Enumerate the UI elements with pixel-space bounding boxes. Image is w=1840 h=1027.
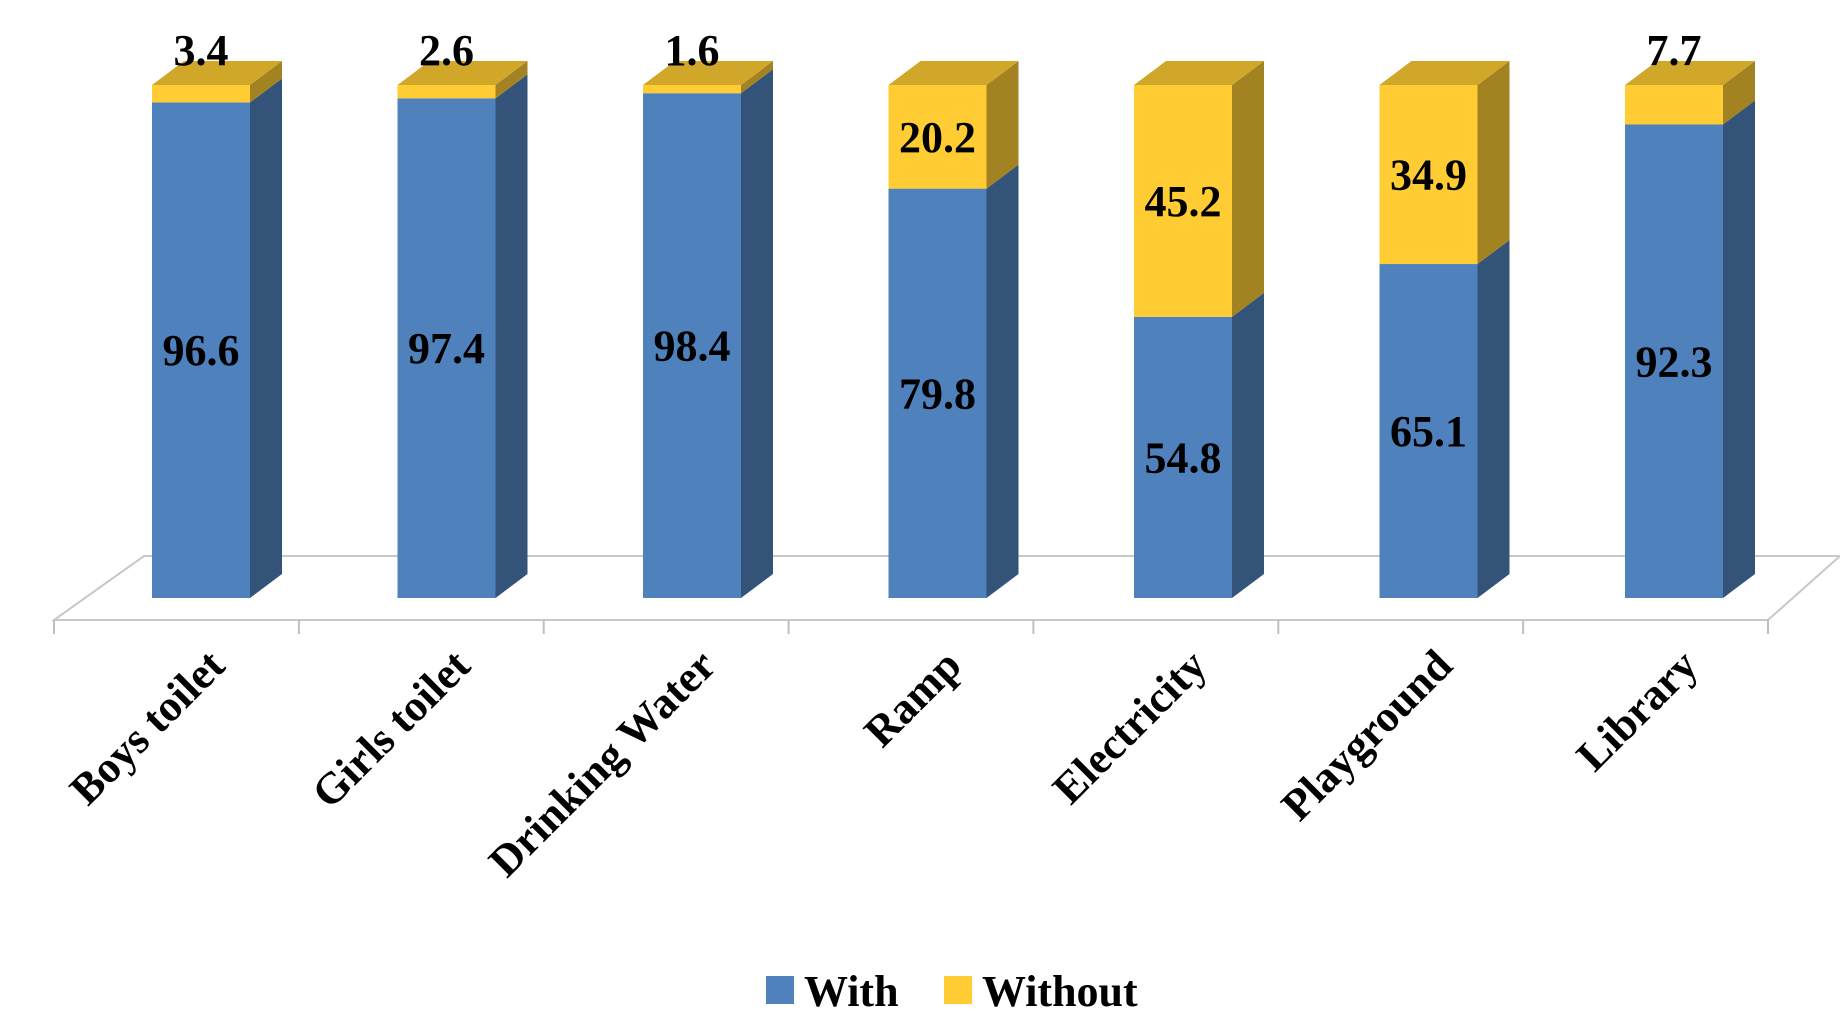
bar-with-front [1379, 264, 1478, 598]
data-label-with: 97.4 [408, 324, 485, 373]
data-label-without: 2.6 [419, 26, 474, 75]
bar-without-front [152, 85, 250, 103]
bar-without-side [1232, 61, 1264, 317]
category-label: Playground [1272, 640, 1462, 830]
bar-without-front [1379, 85, 1478, 265]
bar-stack-1 [152, 61, 282, 598]
data-label-without: 45.2 [1145, 177, 1222, 226]
category-label: Boys toilet [60, 640, 234, 814]
bar-stack-4 [888, 61, 1019, 598]
category-axis: Boys toilet Girls toilet Drinking Water Ram… [60, 640, 1707, 886]
bar-without-front [1625, 85, 1723, 125]
data-label-without: 7.7 [1647, 26, 1702, 75]
category-label: Ramp [855, 640, 971, 756]
data-label-without: 3.4 [174, 26, 229, 75]
category-label: Girls toilet [302, 640, 479, 817]
bar-with-side [741, 69, 773, 598]
bar-with-front [1134, 316, 1232, 598]
bar-without-top [1379, 61, 1510, 85]
data-label-with: 65.1 [1390, 407, 1467, 456]
data-label-without: 20.2 [899, 113, 976, 162]
bar-with-side [986, 164, 1019, 598]
bar-with-front [888, 188, 987, 598]
legend: With Without [766, 967, 1138, 1016]
bar-without-front [1134, 85, 1232, 317]
bar-without-front [397, 85, 496, 99]
bar-without-front [888, 85, 987, 189]
bar-stack-5 [1134, 61, 1264, 598]
data-label-without: 34.9 [1390, 151, 1467, 200]
bar-without-top [1625, 61, 1755, 85]
data-label-with: 79.8 [899, 369, 976, 418]
data-label-with: 98.4 [654, 322, 731, 371]
bar-with-side [495, 74, 528, 598]
bar-without-side [741, 61, 773, 94]
legend-label-with: With [804, 967, 899, 1016]
category-label: Electricity [1043, 640, 1216, 813]
bar-without-side [1723, 61, 1755, 125]
bar-without-top [152, 61, 282, 85]
bar-stack-2 [397, 61, 528, 598]
legend-label-without: Without [982, 967, 1138, 1016]
data-labels-group: 96.6 3.4 97.4 2.6 98.4 1.6 79.8 20.2 54.8 45.2 65.… [163, 26, 1713, 482]
bar-without-side [1477, 61, 1510, 265]
bar-without-side [986, 61, 1019, 189]
bar-stack-6 [1379, 61, 1510, 599]
bar-without-top [643, 61, 773, 85]
bar-with-front [1625, 124, 1723, 598]
bar-without-top [888, 61, 1019, 85]
bar-with-front [152, 102, 250, 598]
bar-with-side [1723, 100, 1755, 598]
data-label-with: 54.8 [1145, 433, 1222, 482]
bar-without-side [495, 61, 528, 99]
data-label-with: 92.3 [1636, 337, 1713, 386]
bar-with-front [643, 93, 741, 598]
bar-without-top [1134, 61, 1264, 85]
bar-stack-7 [1625, 61, 1755, 598]
bar-with-side [1477, 240, 1510, 599]
bar-without-front [643, 85, 741, 94]
bar-with-side [1232, 292, 1264, 598]
bar-stack-3 [643, 61, 773, 598]
legend-swatch-with [766, 976, 794, 1004]
bar-without-side [250, 61, 282, 103]
bar-with-side [250, 78, 282, 598]
legend-swatch-without [944, 976, 972, 1004]
bar-without-top [397, 61, 528, 85]
category-label: Library [1567, 640, 1707, 780]
data-label-without: 1.6 [665, 26, 720, 75]
bars-group [152, 61, 1755, 599]
bar-with-front [397, 98, 496, 598]
data-label-with: 96.6 [163, 326, 240, 375]
category-label: Drinking Water [479, 640, 725, 886]
